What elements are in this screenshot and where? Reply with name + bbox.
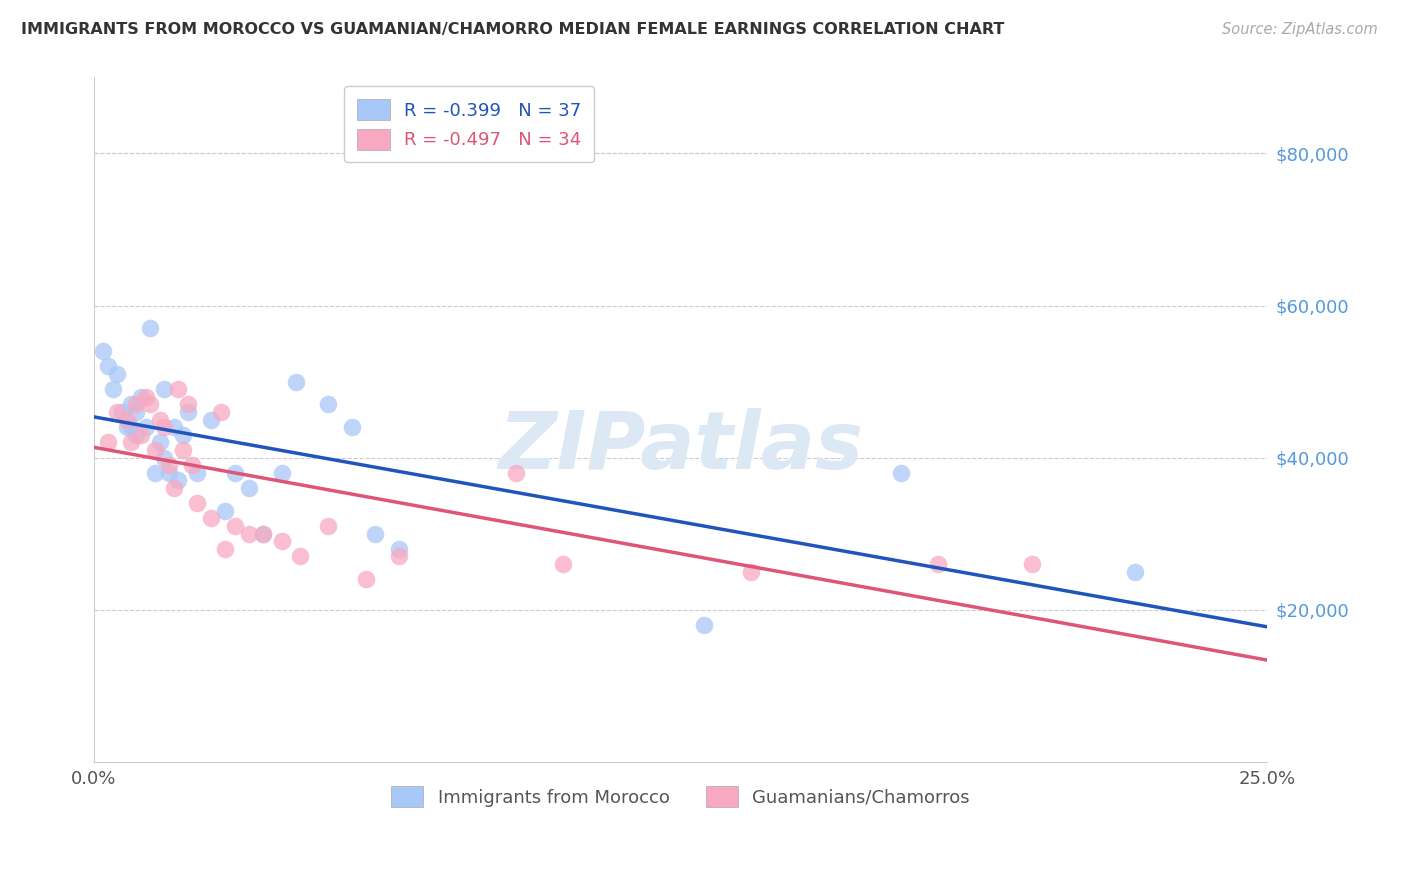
Point bbox=[115, 412, 138, 426]
Point bbox=[167, 474, 190, 488]
Point bbox=[270, 466, 292, 480]
Legend: Immigrants from Morocco, Guamanians/Chamorros: Immigrants from Morocco, Guamanians/Cham… bbox=[384, 779, 977, 814]
Point bbox=[505, 466, 527, 480]
Point bbox=[97, 359, 120, 374]
Point bbox=[252, 526, 274, 541]
Point bbox=[91, 344, 114, 359]
Point bbox=[238, 481, 260, 495]
Point bbox=[186, 466, 208, 480]
Point bbox=[238, 526, 260, 541]
Point bbox=[135, 390, 157, 404]
Point bbox=[139, 321, 162, 335]
Point bbox=[284, 375, 307, 389]
Point bbox=[157, 458, 180, 473]
Point bbox=[149, 435, 172, 450]
Point bbox=[143, 466, 166, 480]
Point bbox=[1021, 557, 1043, 571]
Point bbox=[115, 420, 138, 434]
Point bbox=[693, 618, 716, 632]
Point bbox=[172, 443, 194, 458]
Point bbox=[177, 405, 200, 419]
Point bbox=[318, 519, 340, 533]
Point bbox=[290, 549, 312, 564]
Point bbox=[364, 526, 387, 541]
Point bbox=[186, 496, 208, 510]
Point bbox=[120, 420, 142, 434]
Point bbox=[135, 420, 157, 434]
Point bbox=[890, 466, 912, 480]
Point bbox=[354, 572, 377, 586]
Point bbox=[105, 405, 128, 419]
Point bbox=[340, 420, 363, 434]
Point bbox=[120, 397, 142, 411]
Text: IMMIGRANTS FROM MOROCCO VS GUAMANIAN/CHAMORRO MEDIAN FEMALE EARNINGS CORRELATION: IMMIGRANTS FROM MOROCCO VS GUAMANIAN/CHA… bbox=[21, 22, 1004, 37]
Point bbox=[551, 557, 574, 571]
Point bbox=[153, 420, 176, 434]
Point bbox=[200, 412, 222, 426]
Point bbox=[1125, 565, 1147, 579]
Point bbox=[740, 565, 762, 579]
Point bbox=[125, 427, 148, 442]
Point bbox=[252, 526, 274, 541]
Point bbox=[388, 541, 411, 556]
Point bbox=[125, 397, 148, 411]
Point bbox=[163, 420, 186, 434]
Point bbox=[129, 427, 152, 442]
Point bbox=[139, 397, 162, 411]
Point bbox=[200, 511, 222, 525]
Point bbox=[224, 519, 246, 533]
Point bbox=[214, 504, 236, 518]
Point bbox=[153, 450, 176, 465]
Point bbox=[120, 435, 142, 450]
Point bbox=[224, 466, 246, 480]
Point bbox=[153, 382, 176, 396]
Point bbox=[129, 390, 152, 404]
Point bbox=[167, 382, 190, 396]
Point bbox=[270, 534, 292, 549]
Point bbox=[181, 458, 204, 473]
Point bbox=[927, 557, 949, 571]
Point bbox=[318, 397, 340, 411]
Point bbox=[105, 367, 128, 381]
Text: Source: ZipAtlas.com: Source: ZipAtlas.com bbox=[1222, 22, 1378, 37]
Point bbox=[388, 549, 411, 564]
Point bbox=[97, 435, 120, 450]
Point bbox=[111, 405, 134, 419]
Point bbox=[209, 405, 232, 419]
Point bbox=[149, 412, 172, 426]
Point bbox=[143, 443, 166, 458]
Point bbox=[177, 397, 200, 411]
Point bbox=[172, 427, 194, 442]
Text: ZIPatlas: ZIPatlas bbox=[498, 408, 863, 486]
Point bbox=[125, 405, 148, 419]
Point bbox=[163, 481, 186, 495]
Point bbox=[101, 382, 124, 396]
Point bbox=[157, 466, 180, 480]
Point bbox=[214, 541, 236, 556]
